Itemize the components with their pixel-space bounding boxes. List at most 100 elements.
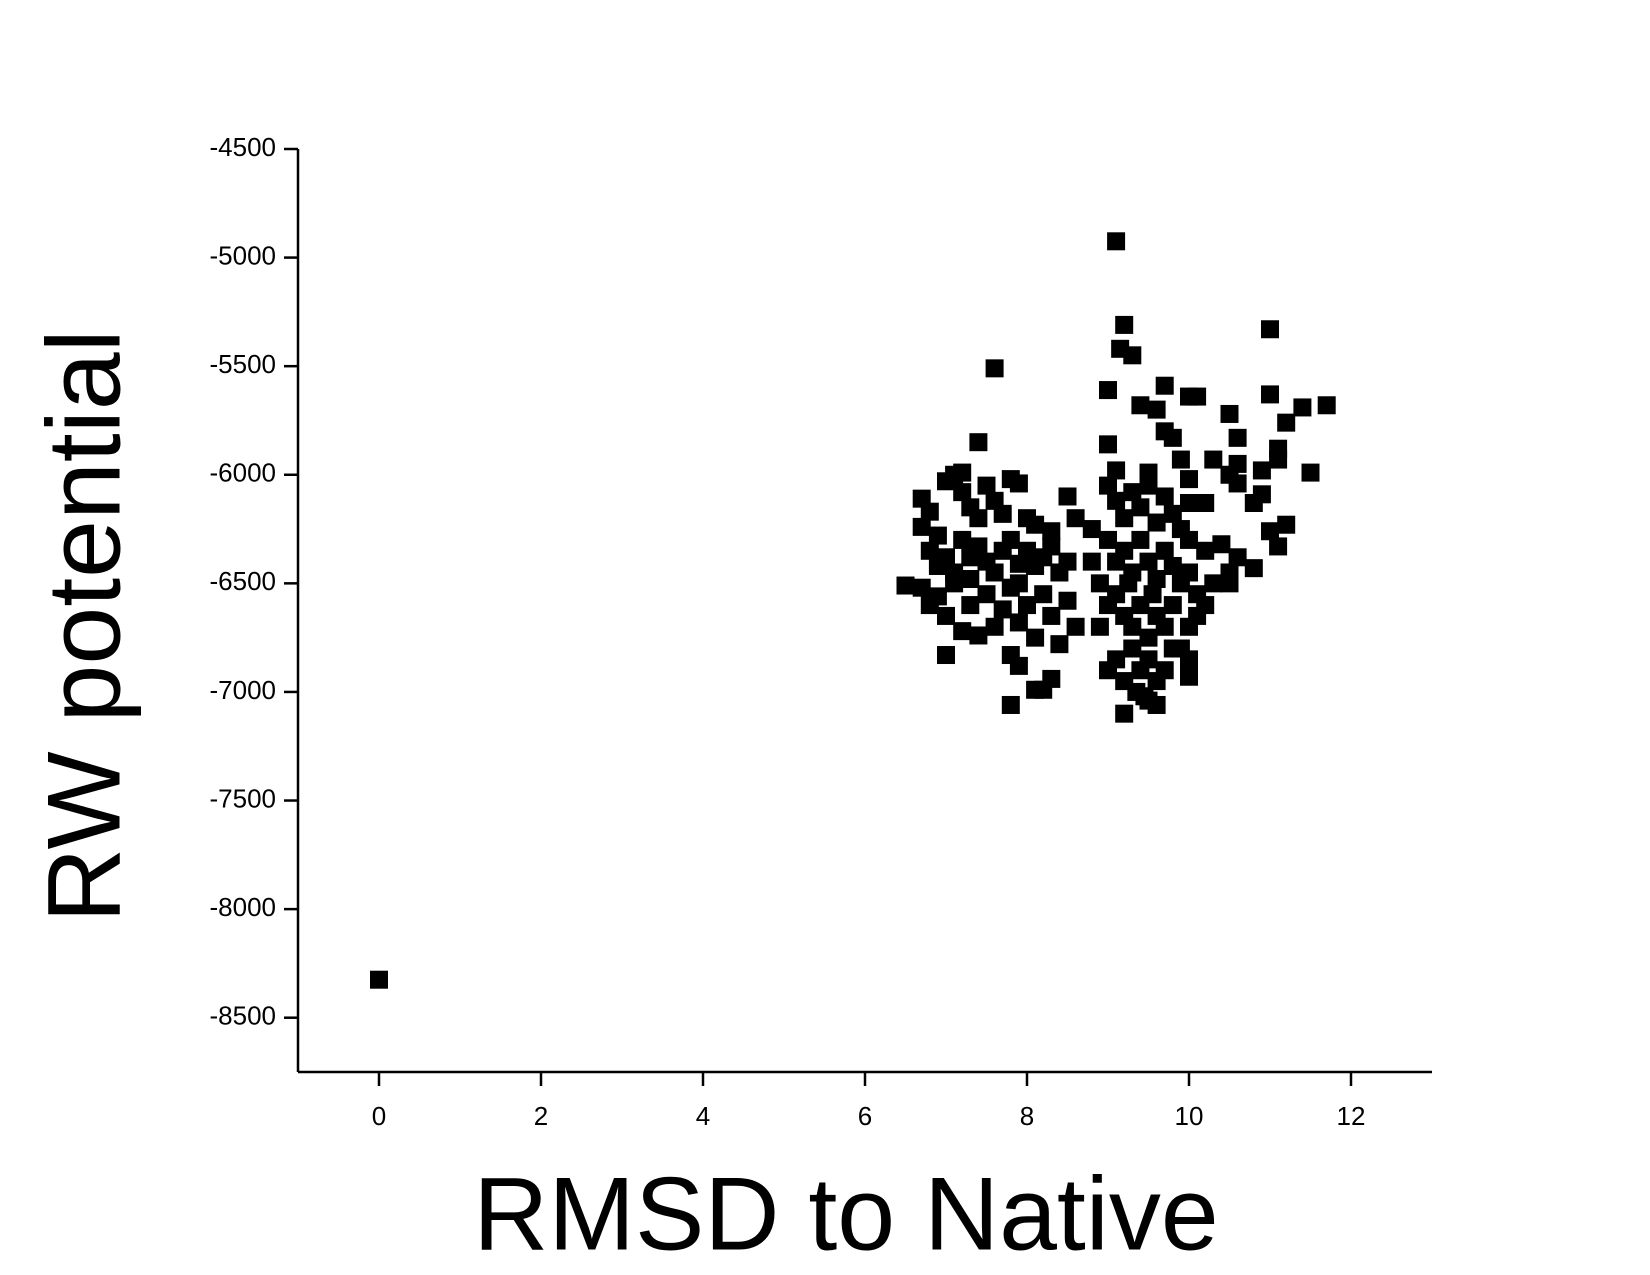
point — [1204, 450, 1223, 469]
point — [370, 970, 388, 989]
point — [1058, 591, 1077, 610]
point — [1139, 628, 1158, 647]
point — [1163, 639, 1182, 658]
point — [1099, 530, 1117, 549]
point — [912, 578, 931, 597]
point — [1163, 428, 1182, 447]
point — [1123, 639, 1142, 658]
point — [1301, 463, 1320, 482]
y-tick-label: -8500 — [210, 1001, 277, 1031]
y-tick-label: -7500 — [210, 783, 277, 813]
point — [1228, 474, 1247, 493]
y-tick-label: -4500 — [210, 132, 277, 162]
point — [1155, 661, 1174, 680]
point — [969, 509, 988, 528]
point — [1277, 515, 1296, 534]
point — [969, 433, 988, 452]
point — [1115, 509, 1134, 528]
point — [912, 517, 931, 536]
point — [1009, 574, 1028, 593]
point — [896, 576, 915, 595]
point — [1252, 461, 1271, 480]
point — [1123, 617, 1142, 636]
point — [1058, 552, 1077, 571]
point — [1099, 435, 1117, 454]
point — [1058, 487, 1077, 506]
point — [985, 563, 1004, 582]
x-tick-label: 2 — [534, 1101, 548, 1131]
point — [969, 537, 988, 556]
point — [1147, 513, 1166, 532]
point — [1252, 485, 1271, 504]
y-axis-title: RW potential — [26, 329, 142, 922]
point — [977, 476, 996, 495]
point — [1018, 541, 1036, 560]
point — [1171, 450, 1190, 469]
point — [1123, 483, 1142, 502]
point — [961, 570, 980, 589]
point — [937, 646, 955, 665]
point — [961, 596, 980, 615]
point — [1220, 563, 1239, 582]
point — [985, 359, 1004, 378]
point — [993, 504, 1012, 523]
point — [1155, 617, 1174, 636]
point — [1228, 548, 1247, 567]
point — [1147, 400, 1166, 419]
point — [1180, 650, 1198, 669]
point — [1107, 461, 1126, 480]
point — [953, 530, 972, 549]
point — [1026, 515, 1045, 534]
point — [1099, 476, 1117, 495]
point — [1115, 315, 1134, 334]
point — [1042, 669, 1061, 688]
point — [969, 626, 988, 645]
x-tick-label: 6 — [858, 1101, 872, 1131]
point — [945, 574, 964, 593]
point — [1131, 396, 1150, 415]
y-tick-label: -8000 — [210, 892, 277, 922]
point — [953, 463, 972, 482]
point — [1042, 522, 1061, 541]
point — [977, 585, 996, 604]
point — [920, 541, 939, 560]
point — [1155, 376, 1174, 395]
point — [1163, 504, 1182, 523]
point — [1090, 617, 1109, 636]
point — [1180, 470, 1198, 489]
point — [1212, 535, 1231, 554]
point — [1082, 520, 1101, 539]
point — [920, 502, 939, 521]
point — [1293, 398, 1312, 417]
point — [1034, 585, 1053, 604]
point — [1277, 413, 1296, 432]
point — [1220, 404, 1239, 423]
point — [1042, 606, 1061, 625]
point — [1107, 491, 1126, 510]
y-tick-label: -5000 — [210, 240, 277, 270]
point — [1026, 628, 1045, 647]
point — [1196, 596, 1215, 615]
point — [1009, 474, 1028, 493]
x-tick-label: 8 — [1020, 1101, 1034, 1131]
y-tick-label: -6500 — [210, 566, 277, 596]
point — [1009, 656, 1028, 675]
point — [1090, 574, 1109, 593]
point — [1066, 617, 1085, 636]
point — [1147, 570, 1166, 589]
point — [953, 622, 972, 641]
point — [1261, 320, 1279, 339]
point — [1180, 530, 1198, 549]
point — [1163, 596, 1182, 615]
point — [1082, 552, 1101, 571]
y-tick-label: -6000 — [210, 458, 277, 488]
point — [1196, 493, 1215, 512]
point — [1009, 613, 1028, 632]
point — [1139, 476, 1158, 495]
point — [1131, 498, 1150, 517]
y-tick-label: -5500 — [210, 349, 277, 379]
point — [1042, 537, 1061, 556]
point — [1204, 574, 1223, 593]
